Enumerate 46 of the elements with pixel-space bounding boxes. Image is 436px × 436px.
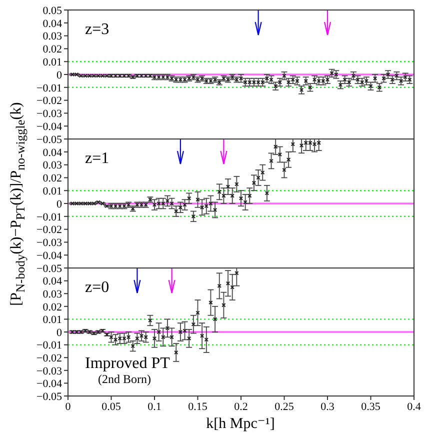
y-tick-label: −0.01 — [36, 211, 62, 224]
y-tick-label: 0.02 — [42, 172, 62, 185]
y-tick-label: −0.01 — [36, 82, 62, 94]
y-tick-label: −0.01 — [36, 340, 62, 352]
y-tick-label: 0.02 — [42, 301, 62, 314]
x-tick-label: 0.05 — [102, 400, 122, 413]
x-tick-label: 0.3 — [320, 400, 335, 413]
x-tick-label: 0.35 — [361, 400, 381, 413]
annotation: z=0 — [85, 279, 110, 296]
y-tick-label: −0.05 — [36, 134, 62, 146]
y-tick-label: −0.05 — [36, 262, 62, 275]
y-tick-label: −0.02 — [36, 352, 62, 365]
y-tick-label: 0.04 — [42, 276, 62, 288]
x-tick-label: 0.1 — [148, 400, 162, 413]
y-tick-label: −0.02 — [36, 95, 62, 108]
y-tick-label: −0.02 — [36, 224, 62, 236]
y-tick-label: −0.03 — [36, 237, 62, 250]
y-tick-label: 0.03 — [42, 30, 62, 43]
y-tick-label: −0.04 — [36, 121, 62, 134]
y-tick-label: 0 — [56, 326, 62, 339]
y-tick-label: 0.04 — [42, 18, 62, 30]
y-tick-label: −0.04 — [36, 250, 62, 262]
y-tick-label: 0.01 — [42, 56, 62, 69]
y-tick-label: 0.05 — [42, 4, 62, 17]
y-tick-label: 0 — [56, 198, 62, 210]
y-tick-label: −0.04 — [36, 378, 62, 390]
x-tick-label: 0.4 — [407, 400, 422, 413]
y-tick-label: 0.03 — [42, 288, 62, 301]
y-tick-label: 0 — [56, 69, 62, 82]
x-tick-label: 0.25 — [274, 400, 294, 413]
annotation: z=3 — [85, 21, 110, 38]
y-tick-label: −0.03 — [36, 365, 62, 378]
y-tick-label: 0.02 — [42, 44, 62, 56]
y-tick-label: −0.03 — [36, 108, 62, 120]
x-tick-label: 0.15 — [188, 400, 208, 413]
y-tick-label: 0.03 — [42, 160, 62, 172]
annotation: (2nd Born) — [98, 372, 151, 386]
x-axis-title: k[h Mpc⁻¹] — [205, 415, 276, 433]
y-tick-label: −0.05 — [36, 390, 62, 403]
y-tick-label: 0.04 — [42, 146, 62, 159]
annotation: z=1 — [85, 150, 110, 167]
x-tick-label: 0 — [65, 400, 72, 413]
annotation: Improved PT — [85, 355, 170, 372]
y-tick-label: 0.01 — [42, 314, 62, 326]
y-tick-label: 0.01 — [42, 186, 62, 198]
x-tick-label: 0.2 — [234, 400, 248, 413]
